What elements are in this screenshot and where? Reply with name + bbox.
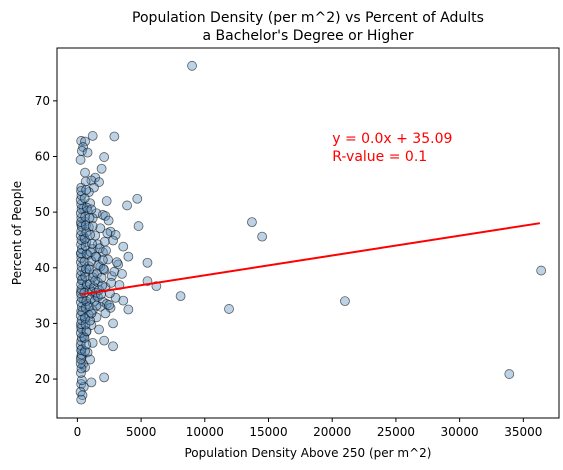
y-tick-label: 40 [35,261,50,275]
scatter-point [224,304,234,314]
scatter-point [133,221,144,231]
scatter-point [100,308,111,319]
scatter-point [123,304,134,315]
x-tick-label: 10000 [186,425,224,439]
y-axis-ticks: 20 30 40 50 60 70 [35,94,57,386]
scatter-point [109,131,120,142]
scatter-point [75,154,86,165]
scatter-point [142,257,153,268]
scatter-point [86,308,97,319]
scatter-point [79,193,90,204]
x-tick-label: 5000 [126,425,157,439]
scatter-point [175,291,186,302]
scatter-point [99,152,110,162]
scatter-point [247,217,257,228]
scatter-point [76,394,87,405]
scatter-point [99,335,110,346]
scatter-point [118,295,129,306]
scatter-point [504,369,515,379]
scatter-point [122,200,132,211]
scatter-point [257,231,268,242]
scatter-point [85,230,96,240]
scatter-point [97,247,108,258]
scatter-point [83,222,94,233]
scatter-point [101,196,112,206]
x-tick-label: 30000 [441,425,479,439]
scatter-point [108,341,118,352]
scatter-point [80,271,91,282]
x-tick-label: 15000 [249,425,287,439]
scatter-point [111,257,122,268]
y-tick-label: 60 [35,149,50,163]
scatter-point [86,204,97,215]
scatter-point [87,221,98,231]
scatter-point [187,60,197,71]
scatter-point [76,375,87,386]
scatter-point [94,324,104,335]
x-axis-label: Population Density Above 250 (per m^2) [185,446,432,460]
scatter-point [82,147,93,158]
scatter-point [106,277,117,288]
y-tick-label: 70 [35,94,50,108]
scatter-point [118,241,129,252]
y-axis-label: Percent of People [10,181,24,285]
scatter-point [103,215,114,226]
scatter-point [96,163,107,174]
scatter-point [76,136,87,146]
scatter-point [80,136,90,147]
scatter-point [102,228,113,239]
scatter-point [79,256,90,267]
scatter-point [80,176,91,187]
scatter-point [109,266,120,277]
regression-equation-label: y = 0.0x + 35.09 [332,131,452,147]
scatter-point [97,255,108,265]
x-tick-label: 35000 [504,425,542,439]
x-tick-label: 0 [74,425,82,439]
regression-line [81,222,541,296]
scatter-point [123,251,134,262]
scatter-point [97,280,108,291]
scatter-point [84,301,95,312]
scatter-point [99,236,110,247]
scatter-point [96,272,107,283]
chart-title-line2: a Bachelor's Degree or Higher [203,28,414,44]
scatter-point [340,296,350,307]
scatter-point [81,184,92,195]
scatter-point [110,230,121,240]
scatter-point [536,265,547,276]
scatter-point [117,268,127,279]
scatter-point [101,245,111,256]
scatter-point [132,193,143,204]
scatter-point [105,226,116,237]
scatter-point [108,318,118,329]
scatter-point [90,230,101,241]
scatter-point [108,235,118,246]
regression-line-layer [81,222,541,296]
scatter-point [85,315,96,326]
y-tick-label: 50 [35,205,50,219]
scatter-point [76,363,87,374]
scatter-point [95,223,106,234]
points-layer [75,60,547,405]
x-axis-ticks: 0 5000 10000 15000 20000 25000 30000 35000 [74,418,542,439]
x-tick-label: 25000 [377,425,415,439]
scatter-point [99,372,110,383]
scatter-point [84,212,95,223]
scatter-point [87,131,98,141]
y-tick-label: 30 [35,316,50,330]
chart-title-line1: Population Density (per m^2) vs Percent … [132,10,484,26]
scatter-point [81,263,91,274]
scatter-point [91,300,102,311]
y-tick-label: 20 [35,372,50,386]
scatter-point [80,167,90,178]
x-tick-label: 20000 [313,425,351,439]
r-value-label: R-value = 0.1 [332,149,427,165]
scatter-point [86,377,97,388]
scatter-point [98,263,109,274]
scatter-point [104,300,115,310]
plot-area-frame [56,47,560,419]
